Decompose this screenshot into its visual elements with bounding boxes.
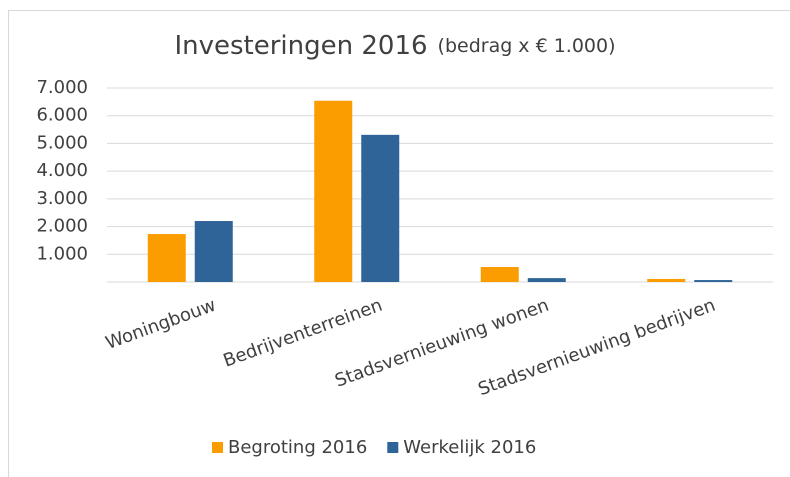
legend-label: Begroting 2016 bbox=[228, 437, 367, 458]
title-note: (bedrag x € 1.000) bbox=[438, 35, 616, 57]
y-tick-label: 4.000 bbox=[36, 160, 88, 181]
bar bbox=[361, 134, 400, 282]
legend-swatch bbox=[212, 442, 223, 453]
y-tick-label: 7.000 bbox=[36, 77, 88, 98]
legend-swatch bbox=[387, 442, 399, 453]
chart-title: Investeringen 2016 (bedrag x € 1.000) bbox=[174, 31, 615, 61]
bar bbox=[194, 221, 233, 282]
y-tick-label: 5.000 bbox=[36, 132, 88, 153]
bar bbox=[647, 278, 686, 282]
bar bbox=[314, 100, 353, 283]
bar bbox=[527, 278, 566, 282]
bar bbox=[480, 267, 519, 282]
y-tick-label: 1.000 bbox=[36, 243, 88, 264]
y-tick-label: 2.000 bbox=[36, 216, 88, 237]
bar bbox=[694, 280, 733, 282]
y-tick-label: 3.000 bbox=[36, 188, 88, 209]
legend-label: Werkelijk 2016 bbox=[403, 437, 536, 458]
bar bbox=[147, 234, 186, 282]
title-main: Investeringen 2016 bbox=[174, 31, 427, 61]
y-tick-label: 6.000 bbox=[36, 105, 88, 126]
